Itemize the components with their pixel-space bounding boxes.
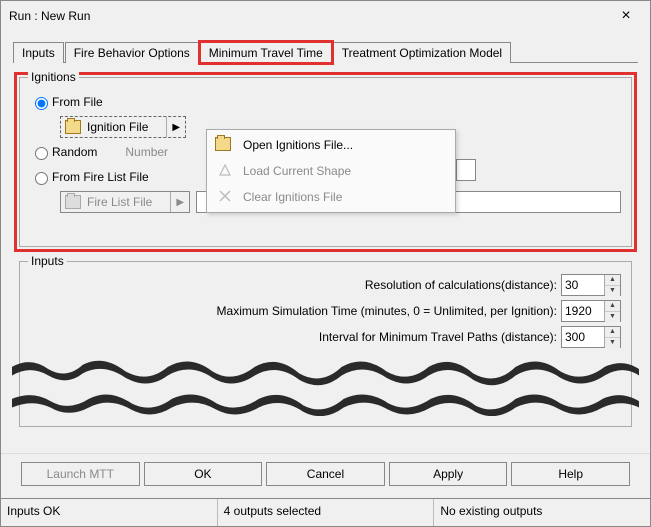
- ignition-file-context-menu: Open Ignitions File... Load Current Shap…: [206, 129, 456, 213]
- dialog-button-row: Launch MTT OK Cancel Apply Help: [1, 453, 650, 496]
- tab-bar: Inputs Fire Behavior Options Minimum Tra…: [13, 39, 638, 63]
- ignitions-legend: Ignitions: [28, 70, 79, 84]
- cancel-button[interactable]: Cancel: [266, 462, 385, 486]
- resolution-input[interactable]: [562, 275, 604, 295]
- apply-button[interactable]: Apply: [389, 462, 508, 486]
- clear-x-icon: [215, 189, 235, 206]
- shape-icon: [215, 163, 235, 180]
- titlebar: Run : New Run ×: [1, 1, 650, 31]
- radio-from-file-label: From File: [52, 95, 103, 109]
- status-existing-outputs: No existing outputs: [434, 499, 650, 526]
- tab-treatment-optimization-model[interactable]: Treatment Optimization Model: [333, 42, 511, 63]
- folder-open-icon: [65, 120, 81, 134]
- inputs-legend: Inputs: [28, 254, 67, 268]
- max-sim-spinner[interactable]: ▲▼: [604, 301, 620, 321]
- ignition-file-button-label: Ignition File: [85, 120, 166, 134]
- status-outputs-selected: 4 outputs selected: [218, 499, 435, 526]
- max-sim-label: Maximum Simulation Time (minutes, 0 = Un…: [217, 304, 557, 318]
- menu-load-current-shape[interactable]: Load Current Shape: [207, 158, 455, 184]
- interval-label: Interval for Minimum Travel Paths (dista…: [319, 330, 557, 344]
- window-title: Run : New Run: [9, 9, 90, 23]
- inputs-group: Inputs Resolution of calculations(distan…: [19, 261, 632, 427]
- menu-clear-label: Clear Ignitions File: [243, 190, 342, 204]
- ignition-file-button[interactable]: Ignition File ▶: [60, 116, 186, 138]
- menu-clear-ignitions-file[interactable]: Clear Ignitions File: [207, 184, 455, 210]
- resolution-spinner[interactable]: ▲▼: [604, 275, 620, 295]
- launch-mtt-button[interactable]: Launch MTT: [21, 462, 140, 486]
- radio-from-fire-list-file-label: From Fire List File: [52, 170, 149, 184]
- radio-from-file[interactable]: [35, 97, 48, 110]
- menu-open-label: Open Ignitions File...: [243, 138, 353, 152]
- interval-input[interactable]: [562, 327, 604, 347]
- chevron-right-icon: ▶: [170, 192, 189, 212]
- chevron-right-icon: ▶: [166, 117, 185, 137]
- tab-fire-behavior-options[interactable]: Fire Behavior Options: [65, 42, 199, 63]
- tab-minimum-travel-time[interactable]: Minimum Travel Time: [200, 42, 332, 63]
- close-icon[interactable]: ×: [606, 1, 646, 31]
- random-number-label: Number: [125, 145, 168, 159]
- status-bar: Inputs OK 4 outputs selected No existing…: [1, 498, 650, 526]
- help-button[interactable]: Help: [511, 462, 630, 486]
- dialog-window: Run : New Run × Inputs Fire Behavior Opt…: [0, 0, 651, 527]
- folder-open-icon: [65, 195, 81, 209]
- random-number-input[interactable]: [456, 159, 476, 181]
- interval-spinner[interactable]: ▲▼: [604, 327, 620, 347]
- tab-content: Ignitions From File Ignition File ▶ Rand…: [1, 63, 650, 427]
- ok-button[interactable]: OK: [144, 462, 263, 486]
- folder-open-icon: [215, 137, 235, 154]
- menu-open-ignitions-file[interactable]: Open Ignitions File...: [207, 132, 455, 158]
- menu-load-label: Load Current Shape: [243, 164, 351, 178]
- fire-list-file-button[interactable]: Fire List File ▶: [60, 191, 190, 213]
- radio-random-label: Random: [52, 145, 97, 159]
- radio-from-fire-list-file[interactable]: [35, 172, 48, 185]
- tab-inputs[interactable]: Inputs: [13, 42, 64, 63]
- torn-edge-decoration: [12, 352, 639, 416]
- radio-random[interactable]: [35, 147, 48, 160]
- resolution-label: Resolution of calculations(distance):: [365, 278, 557, 292]
- max-sim-input[interactable]: [562, 301, 604, 321]
- fire-list-file-button-label: Fire List File: [85, 195, 170, 209]
- status-inputs: Inputs OK: [1, 499, 218, 526]
